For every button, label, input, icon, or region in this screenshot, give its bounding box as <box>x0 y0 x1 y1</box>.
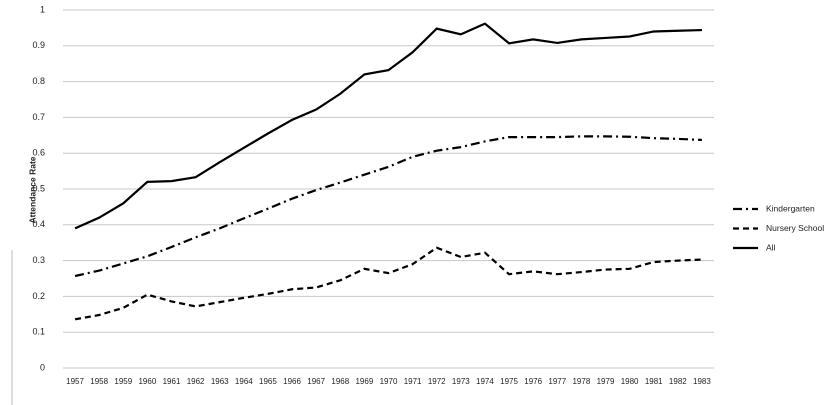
series-line <box>74 246 702 321</box>
legend-label: Kindergarten <box>766 203 815 213</box>
x-tick-label: 1965 <box>259 377 277 386</box>
legend-label: All <box>766 242 776 252</box>
x-tick-label: 1958 <box>90 377 108 386</box>
y-tick-label: 0.1 <box>32 327 45 337</box>
x-tick-label: 1973 <box>452 377 470 386</box>
x-tick-label: 1978 <box>572 377 590 386</box>
y-tick-label: 0.6 <box>32 148 45 158</box>
y-tick-label: 1 <box>40 4 45 14</box>
y-tick-label: 0 <box>40 362 45 372</box>
legend-label: Nursery School <box>766 223 824 233</box>
y-tick-label: 0.7 <box>32 112 45 122</box>
y-tick-label: 0.4 <box>32 219 45 229</box>
x-tick-label: 1980 <box>621 377 639 386</box>
x-tick-label: 1963 <box>211 377 229 386</box>
series-line <box>74 135 702 278</box>
x-tick-label: 1970 <box>380 377 398 386</box>
x-tick-label: 1979 <box>597 377 615 386</box>
x-tick-label: 1977 <box>548 377 566 386</box>
x-tick-label: 1981 <box>645 377 663 386</box>
y-tick-label: 0.9 <box>32 40 45 50</box>
x-tick-label: 1960 <box>138 377 156 386</box>
y-axis-title: Attendance Rate <box>27 156 37 223</box>
x-tick-label: 1962 <box>187 377 205 386</box>
x-tick-label: 1959 <box>114 377 132 386</box>
x-tick-label: 1972 <box>428 377 446 386</box>
y-tick-label: 0.2 <box>32 291 45 301</box>
x-tick-label: 1967 <box>307 377 325 386</box>
x-tick-label: 1964 <box>235 377 253 386</box>
x-tick-label: 1976 <box>524 377 542 386</box>
series-line <box>74 22 702 230</box>
x-tick-label: 1975 <box>500 377 518 386</box>
x-tick-label: 1983 <box>693 377 711 386</box>
y-tick-label: 0.5 <box>32 183 45 193</box>
x-tick-label: 1968 <box>331 377 349 386</box>
x-tick-label: 1966 <box>283 377 301 386</box>
x-tick-label: 1957 <box>66 377 84 386</box>
x-tick-label: 1961 <box>163 377 181 386</box>
x-tick-label: 1971 <box>404 377 422 386</box>
y-tick-label: 0.3 <box>32 255 45 265</box>
x-tick-label: 1969 <box>355 377 373 386</box>
x-tick-label: 1982 <box>669 377 687 386</box>
x-tick-label: 1974 <box>476 377 494 386</box>
y-tick-label: 0.8 <box>32 76 45 86</box>
